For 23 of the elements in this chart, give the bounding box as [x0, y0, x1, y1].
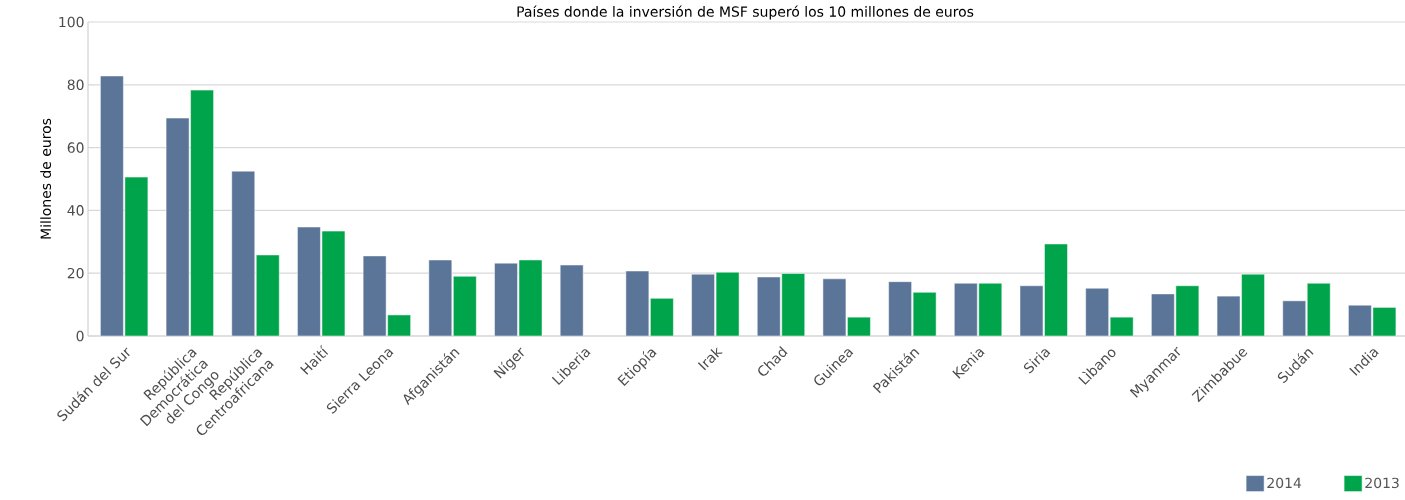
y-axis-title: Millones de euros	[40, 118, 52, 239]
legend-label: 2013	[1365, 477, 1399, 489]
y-tick-label: 40	[67, 205, 84, 216]
bar	[190, 89, 214, 336]
y-tick-label: 20	[67, 267, 84, 279]
bar	[321, 230, 346, 336]
bar	[1306, 282, 1331, 336]
bar	[124, 176, 149, 336]
y-tick-label: 100	[59, 16, 84, 28]
y-tick-label: 60	[67, 142, 84, 153]
legend-label: 2014	[1267, 477, 1302, 489]
y-tick-label: 0	[76, 330, 84, 342]
y-tick-label: 80	[67, 79, 84, 91]
chart-title: Países donde la inversión de MSF superó los 10 millones de euros	[517, 5, 974, 20]
bar	[781, 273, 805, 336]
bar	[978, 282, 1003, 336]
x-tick-label: Irak	[697, 347, 723, 371]
bar	[256, 254, 280, 336]
bar	[559, 264, 584, 336]
bar	[1241, 273, 1265, 336]
bar	[453, 276, 477, 336]
bar	[1044, 243, 1068, 336]
bar	[650, 298, 674, 336]
